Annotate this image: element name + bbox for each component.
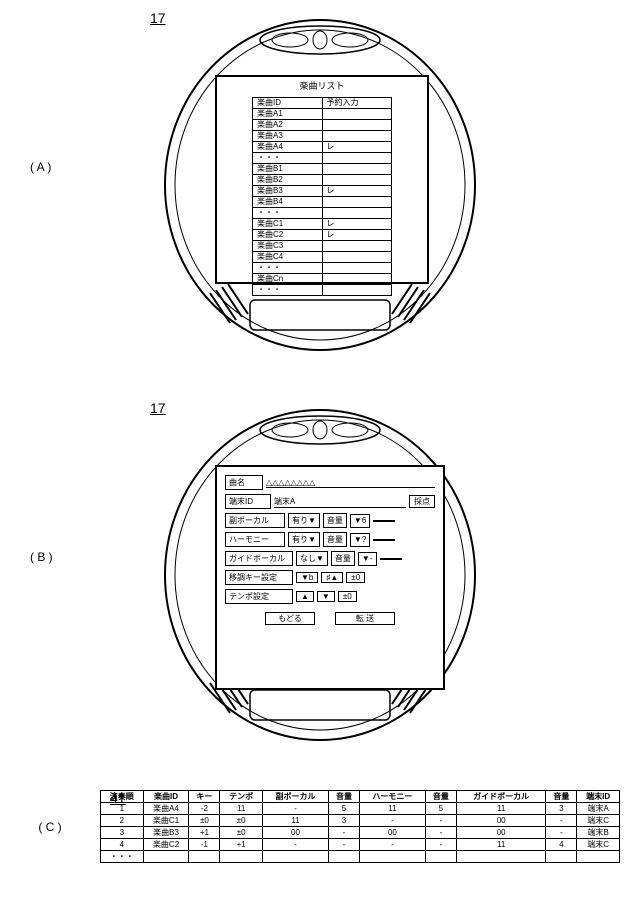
blank-btn-2[interactable] — [373, 539, 395, 541]
tempo-up[interactable]: ▼ — [317, 591, 335, 602]
harmony-label: ハーモニー — [225, 532, 285, 547]
label-b: ( B ) — [30, 550, 53, 564]
device-b: 曲名 △△△△△△△△ 端末ID 端末A 採点 副ボーカル 有り▼ 音量 ▼6 … — [160, 400, 480, 750]
device-a: 楽曲リスト 楽曲ID予約入力楽曲A1楽曲A2楽曲A3楽曲A4レ・・・楽曲B1楽曲… — [160, 10, 480, 360]
harmony-select[interactable]: 有り▼ — [288, 532, 320, 547]
vol3-select[interactable]: ▼- — [358, 552, 377, 566]
vol-label2: 音量 — [323, 532, 347, 547]
key-up[interactable]: ♯▲ — [321, 572, 343, 583]
label-c: ( C ) — [10, 820, 90, 834]
blank-btn-1[interactable] — [373, 520, 395, 522]
song-list-table: 楽曲ID予約入力楽曲A1楽曲A2楽曲A3楽曲A4レ・・・楽曲B1楽曲B2楽曲B3… — [252, 97, 392, 296]
vol-label: 音量 — [323, 513, 347, 528]
label-a: ( A ) — [30, 160, 51, 174]
subvocal-select[interactable]: 有り▼ — [288, 513, 320, 528]
term-label: 端末ID — [225, 494, 271, 509]
vol1-select[interactable]: ▼6 — [350, 514, 370, 528]
send-button[interactable]: 転 送 — [335, 612, 395, 625]
back-button[interactable]: もどる — [265, 612, 315, 625]
vol-label3: 音量 — [331, 551, 355, 566]
tempo-label: テンポ設定 — [225, 589, 293, 604]
term-value: 端末A — [274, 496, 406, 508]
blank-btn-3[interactable] — [380, 558, 402, 560]
figure-c: 41 ( C ) 演奏順楽曲IDキーテンポ副ボーカル音量ハーモニー音量ガイドボー… — [10, 790, 630, 863]
key-zero[interactable]: ±0 — [346, 572, 365, 583]
list-title: 楽曲リスト — [217, 79, 427, 92]
queue-table: 演奏順楽曲IDキーテンポ副ボーカル音量ハーモニー音量ガイドボーカル音量端末ID1… — [100, 790, 620, 863]
key-down[interactable]: ▼b — [296, 572, 318, 583]
guide-select[interactable]: なし▼ — [296, 551, 328, 566]
tempo-zero[interactable]: ±0 — [338, 591, 357, 602]
song-label: 曲名 — [225, 475, 263, 490]
tempo-down[interactable]: ▲ — [296, 591, 314, 602]
vol2-select[interactable]: ▼? — [350, 533, 370, 547]
subvocal-label: 副ボーカル — [225, 513, 285, 528]
score-button[interactable]: 採点 — [409, 495, 435, 508]
screen-a: 楽曲リスト 楽曲ID予約入力楽曲A1楽曲A2楽曲A3楽曲A4レ・・・楽曲B1楽曲… — [215, 75, 429, 284]
ref-c: 41 — [110, 790, 126, 806]
figure-a: 17 ( A ) 楽曲リスト 楽曲ID予約入力楽曲A1楽曲A2楽曲A3楽曲A4レ… — [10, 10, 630, 380]
song-value: △△△△△△△△ — [266, 478, 435, 488]
figure-b: 17 ( B ) 曲名 △△△△△△△△ 端末ID 端末 — [10, 400, 630, 770]
guide-label: ガイドボーカル — [225, 551, 293, 566]
key-label: 移調キー設定 — [225, 570, 293, 585]
screen-b: 曲名 △△△△△△△△ 端末ID 端末A 採点 副ボーカル 有り▼ 音量 ▼6 … — [215, 465, 445, 690]
